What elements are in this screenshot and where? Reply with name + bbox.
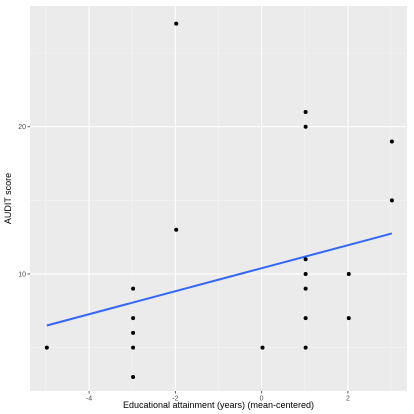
data-point <box>303 271 308 276</box>
data-point <box>303 110 308 115</box>
y-axis-ticks: 10 20 <box>18 124 30 278</box>
y-tick-label: 10 <box>18 271 26 278</box>
data-point <box>131 345 136 350</box>
major-gridlines <box>30 6 407 391</box>
data-point <box>131 375 136 380</box>
x-tick-label: -2 <box>172 396 178 403</box>
x-tick-label: 0 <box>260 396 264 403</box>
trend-layer <box>46 232 393 327</box>
data-point <box>131 330 136 335</box>
y-tick-label: 20 <box>18 124 26 131</box>
data-point <box>260 345 265 350</box>
data-point <box>303 257 308 262</box>
x-tick-label: -4 <box>86 396 92 403</box>
x-tick-label: 2 <box>346 396 350 403</box>
data-point <box>389 198 394 203</box>
data-point <box>303 124 308 129</box>
data-point <box>346 316 351 321</box>
trend-line <box>46 232 393 327</box>
data-point <box>303 316 308 321</box>
data-point <box>303 286 308 291</box>
x-axis-ticks: -4 -2 0 2 <box>86 391 350 403</box>
data-point <box>44 345 49 350</box>
y-axis-title: AUDIT score <box>3 173 13 224</box>
x-axis-title: Educational attainment (years) (mean-cen… <box>123 400 314 410</box>
data-point <box>303 345 308 350</box>
data-point <box>346 271 351 276</box>
data-point <box>131 286 136 291</box>
data-point <box>174 21 179 26</box>
data-point <box>131 316 136 321</box>
data-point <box>389 139 394 144</box>
minor-gridlines <box>30 6 407 391</box>
data-points <box>44 21 394 380</box>
data-point <box>174 227 179 232</box>
